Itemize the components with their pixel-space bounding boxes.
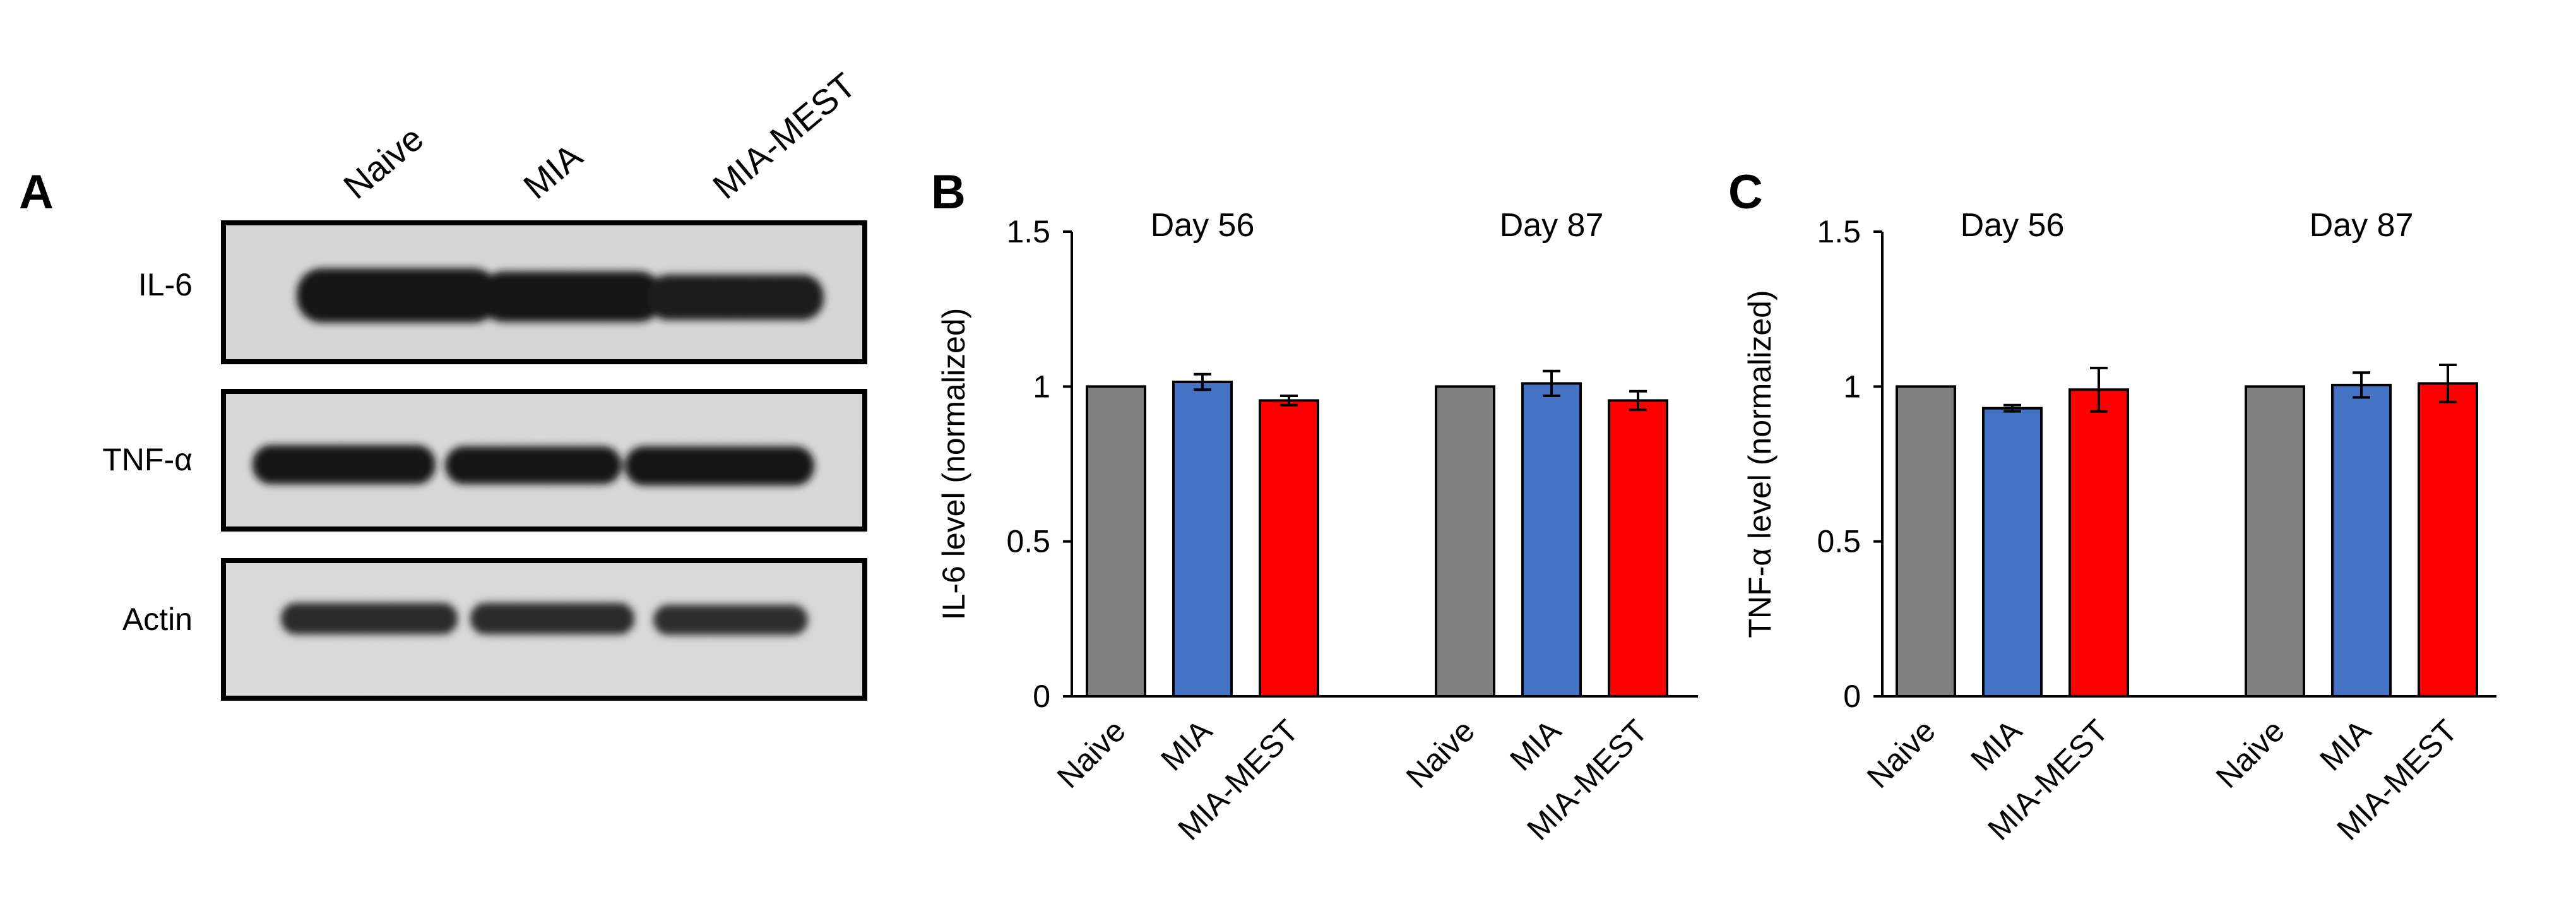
bar	[1435, 385, 1495, 698]
y-tick-label: 1	[1843, 369, 1861, 404]
bar	[2331, 383, 2392, 698]
band-actin-naive	[281, 603, 458, 634]
lane-label-naive: Naive	[336, 118, 430, 206]
band-actin-mia-mest	[653, 605, 808, 635]
y-tick-label: 0.5	[1006, 524, 1050, 559]
panel-letter: B	[931, 165, 966, 219]
group-label: Day 87	[1500, 207, 1604, 244]
y-tick-label: 0	[1843, 679, 1861, 714]
bar	[1259, 399, 1319, 698]
bar	[1608, 399, 1668, 698]
category-label: Naive	[1860, 713, 1942, 795]
bar	[1896, 385, 1956, 698]
bar	[1521, 382, 1582, 698]
category-label: Naive	[1399, 713, 1481, 795]
category-label: MIA	[1154, 713, 1219, 778]
lane-label-mia: MIA	[516, 136, 590, 207]
category-label: MIA	[1964, 713, 2029, 778]
band-tnf-mia-mest	[625, 446, 814, 485]
band-tnf-mia	[445, 446, 622, 484]
panel-a: A Naive MIA MIA-MEST IL-6 TNF-α Actin	[19, 65, 867, 701]
y-axis-title: TNF-α level (normalized)	[1742, 290, 1778, 638]
bar	[2418, 382, 2478, 698]
group-label: Day 56	[1151, 207, 1255, 244]
band-il6-mia	[480, 271, 663, 322]
bar	[2245, 385, 2305, 698]
bar	[1982, 407, 2043, 698]
y-tick-label: 1.5	[1006, 214, 1050, 249]
band-il6-mia-mest	[647, 275, 824, 320]
y-tick-label: 1.5	[1817, 214, 1861, 249]
category-label: Naive	[2209, 713, 2291, 795]
panel-letter-a: A	[19, 165, 54, 219]
panel-letter: C	[1728, 165, 1763, 219]
group-label: Day 87	[2310, 207, 2414, 244]
bar	[1086, 385, 1146, 698]
row-label-tnf: TNF-α	[102, 442, 193, 477]
chart-b: B IL-6 level (normalized) 0 0.5 1 1.5 Day 56 Na…	[931, 165, 1698, 847]
y-tick-label: 1	[1033, 369, 1050, 404]
band-tnf-naive	[252, 445, 436, 484]
blot-tnf	[221, 389, 867, 532]
chart-c: C TNF-α level (normalized) 0 0.5 1 1.5 Day 56 N…	[1728, 165, 2496, 847]
category-label: MIA	[2313, 713, 2378, 778]
band-il6-naive	[297, 268, 499, 323]
lane-label-mia-mest: MIA-MEST	[705, 65, 863, 206]
row-label-actin: Actin	[122, 602, 193, 637]
category-label: MIA	[1503, 713, 1568, 778]
blot-il6	[221, 220, 867, 364]
category-label: Naive	[1050, 713, 1132, 795]
row-label-il6: IL-6	[138, 267, 193, 302]
band-actin-mia	[470, 603, 634, 634]
y-tick-label: 0.5	[1817, 524, 1861, 559]
group-label: Day 56	[1961, 207, 2065, 244]
bar	[1172, 380, 1233, 698]
y-tick-label: 0	[1033, 679, 1050, 714]
bar	[2069, 388, 2129, 698]
y-axis-title: IL-6 level (normalized)	[936, 308, 971, 621]
blot-actin	[221, 558, 867, 701]
